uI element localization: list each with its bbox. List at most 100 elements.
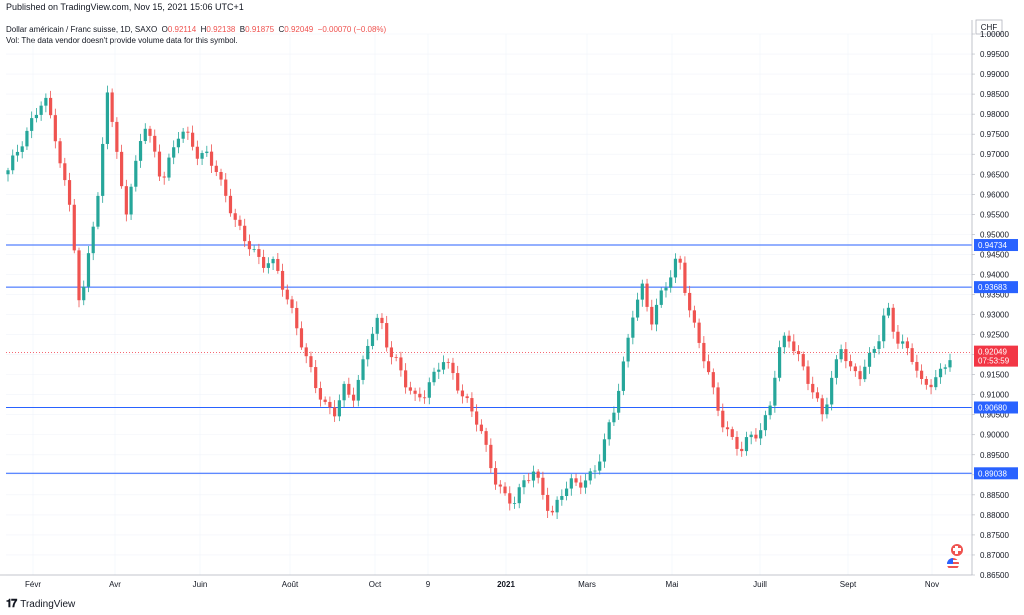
candle (39, 101, 43, 121)
candle (867, 347, 872, 374)
y-tick-label: 0.88500 (980, 491, 1009, 500)
y-tick-label: 0.97000 (980, 150, 1009, 159)
candle-body (834, 359, 838, 378)
candle (422, 390, 427, 404)
us-flag-icon[interactable] (946, 557, 960, 571)
candle (602, 433, 607, 468)
candle (943, 364, 947, 375)
candle (96, 192, 100, 230)
candle-body (806, 366, 810, 384)
countdown-label: 07:53:59 (978, 357, 1010, 366)
candle (366, 339, 370, 367)
candle-body (915, 361, 919, 371)
tradingview-logo-icon[interactable]: 𝟏𝟕 (6, 598, 17, 610)
candle (527, 473, 531, 484)
candle (640, 279, 644, 307)
candle (560, 489, 564, 506)
currency-badge[interactable] (975, 19, 1003, 35)
candle (394, 354, 398, 362)
candle-body (546, 494, 550, 511)
legend-symbol: Dollar américain / Franc suisse, 1D, SAX… (6, 25, 158, 34)
candle-body (115, 121, 119, 152)
candle-body (896, 331, 900, 344)
y-axis: 1.00000 0.99500 0.99000 0.98500 0.98000 0.975… (971, 20, 1018, 580)
x-tick-label: Juin (193, 580, 208, 589)
candle-body (205, 151, 209, 154)
candle (356, 375, 360, 407)
candle-body (692, 310, 696, 323)
candle (825, 397, 829, 419)
candle-body (399, 357, 403, 371)
candle-body (456, 373, 460, 391)
y-tick-label: 0.90000 (980, 431, 1009, 440)
x-axis: Févr Avr Juin Août Oct 9 2021 Mars Mai Juill Sept N… (0, 574, 972, 589)
candle-body (446, 362, 450, 363)
candle-body (479, 424, 483, 432)
candle (219, 168, 223, 186)
candle (138, 133, 143, 168)
legend-close-label: C (278, 25, 285, 34)
candle-body (82, 286, 86, 301)
candle (228, 188, 233, 217)
candle-body (162, 176, 166, 178)
candle (375, 313, 379, 341)
swiss-flag-icon[interactable] (950, 543, 964, 557)
candle-body (328, 401, 332, 408)
candle-body (67, 180, 72, 205)
y-tick-label: 0.94500 (980, 250, 1009, 259)
candle (153, 129, 157, 158)
candle-body (276, 258, 280, 271)
candle (266, 257, 270, 274)
candle-body (617, 390, 621, 413)
y-tick-label: 0.96000 (980, 190, 1009, 199)
candle-body (110, 92, 114, 122)
candle (716, 382, 720, 417)
candle (839, 344, 843, 363)
level-tag (974, 401, 1018, 414)
candle-body (654, 304, 659, 325)
candle (735, 431, 739, 456)
candle (730, 426, 734, 440)
footer-brand[interactable]: TradingView (20, 599, 76, 610)
candle-body (626, 337, 630, 362)
candle (806, 360, 810, 391)
candle-body (503, 486, 507, 494)
candle-body (39, 105, 43, 115)
candle (569, 474, 573, 496)
candle (224, 173, 228, 203)
candle-body (659, 290, 663, 305)
candle (777, 340, 782, 382)
candle (399, 351, 403, 377)
candle (437, 362, 441, 379)
candle (673, 253, 678, 283)
candle (706, 354, 711, 375)
candle (654, 298, 659, 332)
candle-body (247, 241, 252, 250)
candle (924, 376, 928, 390)
candle (101, 137, 105, 203)
candle (919, 364, 924, 385)
candle-body (683, 262, 687, 293)
candle (635, 292, 640, 321)
y-tick-label: 0.92500 (980, 331, 1009, 340)
candle (834, 355, 838, 385)
candle-body (351, 394, 356, 401)
candle-body (266, 263, 270, 268)
legend-low-value: 0.91875 (245, 25, 275, 34)
candle (541, 471, 545, 500)
candle-body (262, 256, 266, 268)
candle (432, 367, 436, 386)
candle-body (669, 277, 673, 288)
candle (489, 438, 493, 474)
candle-body (304, 347, 308, 357)
candle (134, 155, 138, 192)
candle-body (574, 478, 578, 483)
candle-body (465, 396, 469, 399)
candle-body (285, 289, 289, 300)
x-tick-label: Mars (578, 580, 596, 589)
y-tick-label: 0.99000 (980, 70, 1009, 79)
candle (257, 243, 261, 265)
candle-body (233, 213, 237, 220)
x-tick-label: Oct (369, 580, 382, 589)
